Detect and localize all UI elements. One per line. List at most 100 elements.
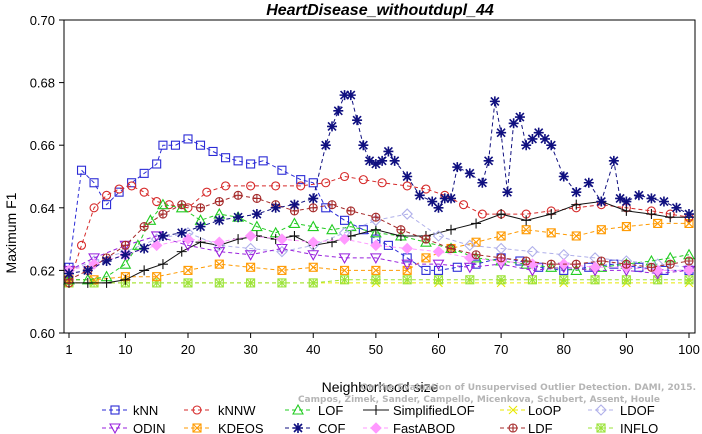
data-point [195,203,206,213]
data-point [340,171,350,182]
credit-line-2: On the Evaluation of Unsupervised Outlie… [361,383,696,393]
data-point [370,239,382,252]
data-point [571,259,581,269]
data-point [251,209,262,220]
data-point [596,256,606,266]
data-point [214,278,224,288]
data-point [101,256,112,267]
data-point [214,196,224,207]
data-point [371,265,381,275]
data-point [195,237,206,248]
data-point [521,256,531,266]
data-point [546,140,557,151]
data-point [139,243,150,254]
data-point [370,224,381,235]
data-point [101,277,112,288]
legend-marker [508,405,518,415]
data-point [214,215,225,226]
data-point [244,230,257,242]
data-point [114,187,124,197]
data-point [646,209,657,220]
data-point [144,214,157,225]
x-tick-label: 90 [619,342,633,357]
data-point [340,275,350,285]
data-point [152,159,162,169]
data-point [583,177,594,188]
data-point [508,118,519,129]
data-point [521,215,532,226]
data-point [170,140,181,150]
data-point [646,193,657,204]
series-line [68,175,690,284]
data-point [621,222,631,232]
data-point [571,187,582,198]
y-tick-label: 0.66 [30,138,55,153]
data-point [369,226,382,238]
series-cof [64,90,694,279]
data-point [345,230,356,241]
x-tick-label: 20 [181,342,195,357]
series-line [69,222,689,281]
y-tick-label: 0.62 [30,263,55,278]
data-point [288,217,301,228]
data-point [464,168,475,179]
data-point [483,155,494,166]
data-point [308,193,319,204]
data-point [252,193,262,203]
data-point [175,201,188,213]
data-point [183,134,193,144]
data-point [546,228,556,238]
legend-label: INFLO [620,421,658,434]
data-point [477,209,487,219]
x-tick-label: 40 [306,342,320,357]
credit-line-1: Campos, Zimek, Sander, Campello, Micenko… [298,395,660,405]
data-point [152,196,162,207]
data-point [684,275,694,285]
data-point [496,127,507,138]
x-tick-label: 1 [65,342,72,357]
data-point [307,250,320,261]
y-tick-label: 0.68 [30,76,55,91]
legend-item-loop: LoOP [500,403,561,418]
data-point [277,165,287,175]
data-point [665,259,675,269]
data-point [195,140,206,150]
data-point [358,175,368,185]
data-point [633,190,644,201]
legend-label: LOF [318,403,343,418]
data-point [446,193,457,204]
legend-label: SimplifiedLOF [393,403,475,418]
legend-marker [293,423,303,433]
data-point [402,181,412,191]
data-point [665,212,676,223]
legend-marker [370,422,382,434]
data-point [589,261,601,274]
data-point [270,202,281,213]
data-point [420,236,432,247]
data-point [158,140,168,150]
y-tick-label: 0.70 [30,13,55,28]
data-point [76,240,87,250]
data-point [244,250,257,261]
data-point [120,274,131,285]
data-point [358,140,369,151]
data-point [421,184,431,194]
data-point [433,275,444,285]
data-point [114,184,124,194]
data-point [352,115,363,126]
data-point [364,155,375,166]
data-point [377,178,387,188]
data-point [546,259,556,269]
data-point [327,200,337,210]
plot-frame [63,19,696,334]
data-point [671,202,682,213]
data-point [402,275,412,285]
data-point [338,253,351,265]
data-point [213,236,226,249]
data-point [526,245,539,258]
data-point [464,239,476,252]
data-point [338,233,351,245]
data-point [176,246,187,257]
data-point [150,239,163,252]
data-point [533,127,544,138]
